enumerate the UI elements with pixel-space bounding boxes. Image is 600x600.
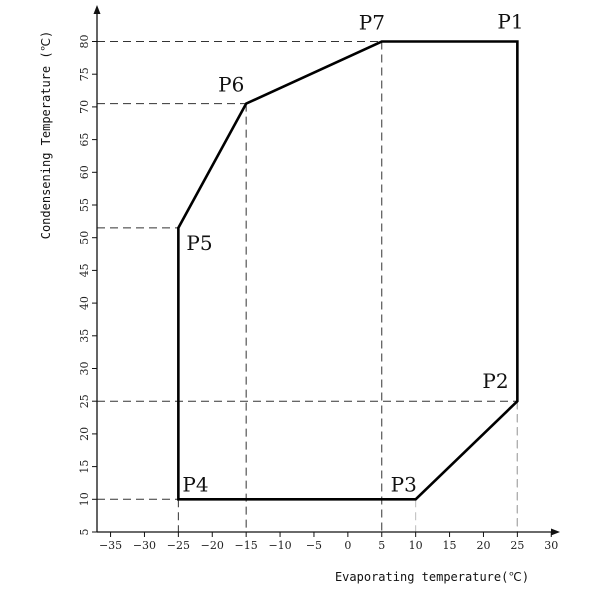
y-tick-label: 65	[78, 133, 91, 147]
reference-lines	[97, 41, 518, 532]
x-tick-label: −10	[268, 539, 291, 552]
y-tick-label: 20	[78, 427, 91, 441]
x-tick-label: 0	[344, 539, 351, 552]
envelope-series	[177, 40, 519, 501]
point-labels: P1 P2 P3 P4 P5 P6 P7	[182, 10, 523, 497]
point-label-p1: P1	[497, 10, 523, 34]
y-axis-ticks: 5 10 15 20 25 30 35 40 45 50 55 60 65 70 75 80	[78, 35, 97, 536]
x-tick-label: 15	[443, 539, 457, 552]
x-tick-label: 10	[409, 539, 423, 552]
y-tick-label: 60	[78, 165, 91, 179]
y-tick-label: 75	[78, 67, 91, 81]
point-label-p4: P4	[182, 472, 208, 496]
envelope-outline	[177, 40, 519, 501]
point-label-p5: P5	[186, 231, 212, 255]
y-tick-label: 15	[78, 460, 91, 474]
x-tick-label: −20	[201, 539, 224, 552]
x-axis-title: Evaporating temperature(℃)	[335, 570, 529, 584]
y-tick-label: 80	[78, 35, 91, 49]
y-tick-label: 50	[78, 231, 91, 245]
point-label-p7: P7	[359, 11, 385, 35]
y-tick-label: 55	[78, 198, 91, 212]
y-tick-label: 35	[78, 329, 91, 343]
axes	[93, 5, 560, 536]
x-tick-label: 20	[476, 539, 490, 552]
x-tick-label: −35	[99, 539, 122, 552]
y-tick-label: 5	[78, 529, 91, 536]
x-axis-ticks: −35 −30 −25 −20 −15 −10 −5 0 5 10 15 20 25 30	[99, 532, 558, 552]
x-tick-label: −25	[167, 539, 190, 552]
y-tick-label: 10	[78, 492, 91, 506]
x-tick-label: 25	[510, 539, 524, 552]
x-tick-label: −15	[235, 539, 258, 552]
x-tick-label: −30	[133, 539, 156, 552]
x-axis-arrow	[551, 528, 560, 536]
point-label-p2: P2	[482, 369, 508, 393]
x-tick-label: −5	[306, 539, 322, 552]
point-label-p6: P6	[218, 73, 244, 97]
y-tick-label: 40	[78, 296, 91, 310]
y-tick-label: 25	[78, 394, 91, 408]
x-tick-label: 5	[378, 539, 385, 552]
y-tick-label: 45	[78, 263, 91, 277]
y-tick-label: 70	[78, 100, 91, 114]
x-tick-label: 30	[544, 539, 558, 552]
y-axis-title: Condensening Temperature (℃)	[39, 31, 53, 240]
y-tick-label: 30	[78, 362, 91, 376]
y-axis-arrow	[93, 5, 101, 14]
point-label-p3: P3	[391, 472, 417, 496]
